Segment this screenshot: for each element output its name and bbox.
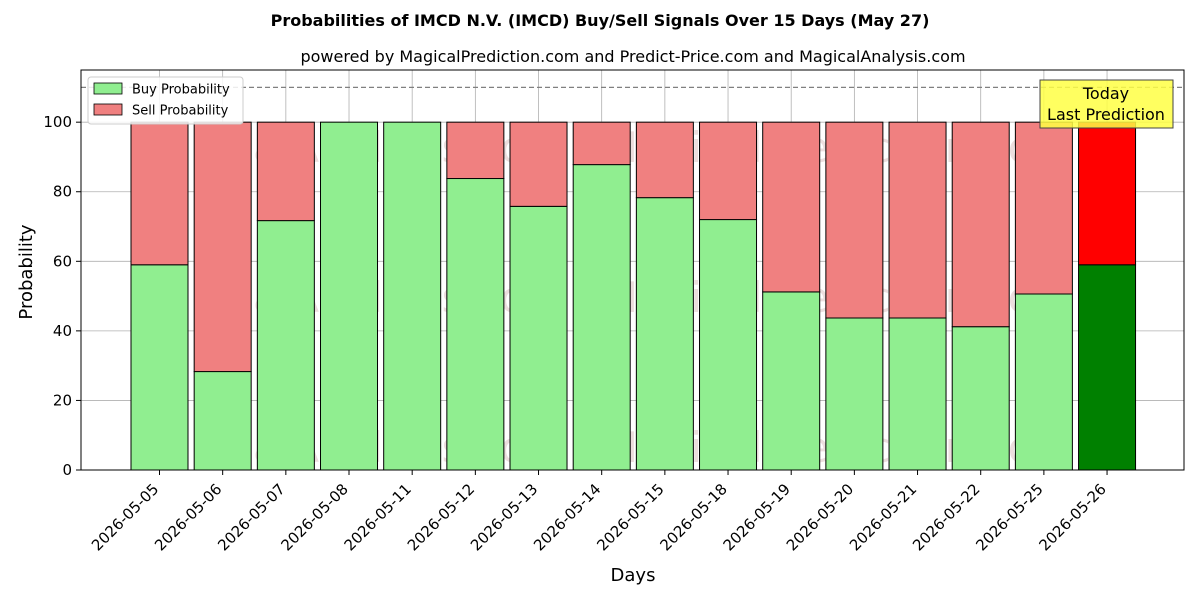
y-tick-label: 80	[53, 183, 72, 201]
plot-frame	[80, 69, 1185, 471]
x-axis-label: Days	[611, 565, 656, 586]
bar-buy	[1078, 264, 1137, 471]
legend-swatch-sell	[93, 103, 123, 116]
bar-sell	[951, 121, 1010, 328]
bar-sell	[446, 121, 505, 180]
bar-sell	[762, 121, 821, 293]
bar-buy	[256, 220, 315, 471]
bar-buy	[951, 326, 1010, 471]
today-annotation: Today Last Prediction	[1039, 79, 1174, 129]
bar-sell	[130, 121, 189, 266]
chart-title: Probabilities of IMCD N.V. (IMCD) Buy/Se…	[271, 11, 930, 30]
today-annotation-line-2: Last Prediction	[1047, 105, 1165, 124]
y-axis: 0 20 40 60 80 100	[43, 113, 81, 479]
bar-buy	[699, 219, 758, 471]
legend-label-sell: Sell Probability	[132, 104, 229, 119]
bar-buy	[320, 121, 379, 471]
legend-swatch-buy	[93, 82, 123, 95]
bar-sell	[256, 121, 315, 222]
y-tick-label: 100	[43, 113, 72, 131]
bar-sell	[509, 121, 568, 207]
bar-buy	[446, 178, 505, 471]
bar-buy	[509, 205, 568, 471]
bar-buy	[130, 264, 189, 471]
y-tick-label: 40	[53, 322, 72, 340]
bar-buy	[888, 317, 947, 471]
bar-sell	[1078, 121, 1137, 266]
bar-buy	[193, 371, 252, 471]
bar-sell	[699, 121, 758, 221]
y-tick-label: 20	[53, 391, 72, 409]
legend-box	[87, 76, 244, 125]
bar-buy	[1014, 293, 1073, 471]
bar-sell	[825, 121, 884, 319]
y-axis-label: Probability	[16, 224, 37, 319]
today-annotation-line-1: Today	[1082, 84, 1129, 103]
bar-buy	[762, 291, 821, 471]
bar-buy	[635, 197, 694, 471]
bar-buy	[825, 317, 884, 471]
bar-buy	[383, 121, 442, 471]
bar-sell	[888, 121, 947, 319]
today-annotation-box	[1039, 79, 1174, 129]
bar-sell	[1014, 121, 1073, 295]
legend-label-buy: Buy Probability	[132, 83, 230, 98]
bar-buy	[572, 164, 631, 471]
bar-sell	[635, 121, 694, 199]
chart-subtitle: powered by MagicalPrediction.com and Pre…	[300, 47, 965, 66]
bars	[130, 121, 1137, 471]
bar-sell	[193, 121, 252, 373]
bar-sell	[572, 121, 631, 166]
y-tick-label: 0	[62, 461, 72, 479]
legend: Buy Probability Sell Probability	[87, 76, 244, 125]
y-tick-label: 60	[53, 252, 72, 270]
